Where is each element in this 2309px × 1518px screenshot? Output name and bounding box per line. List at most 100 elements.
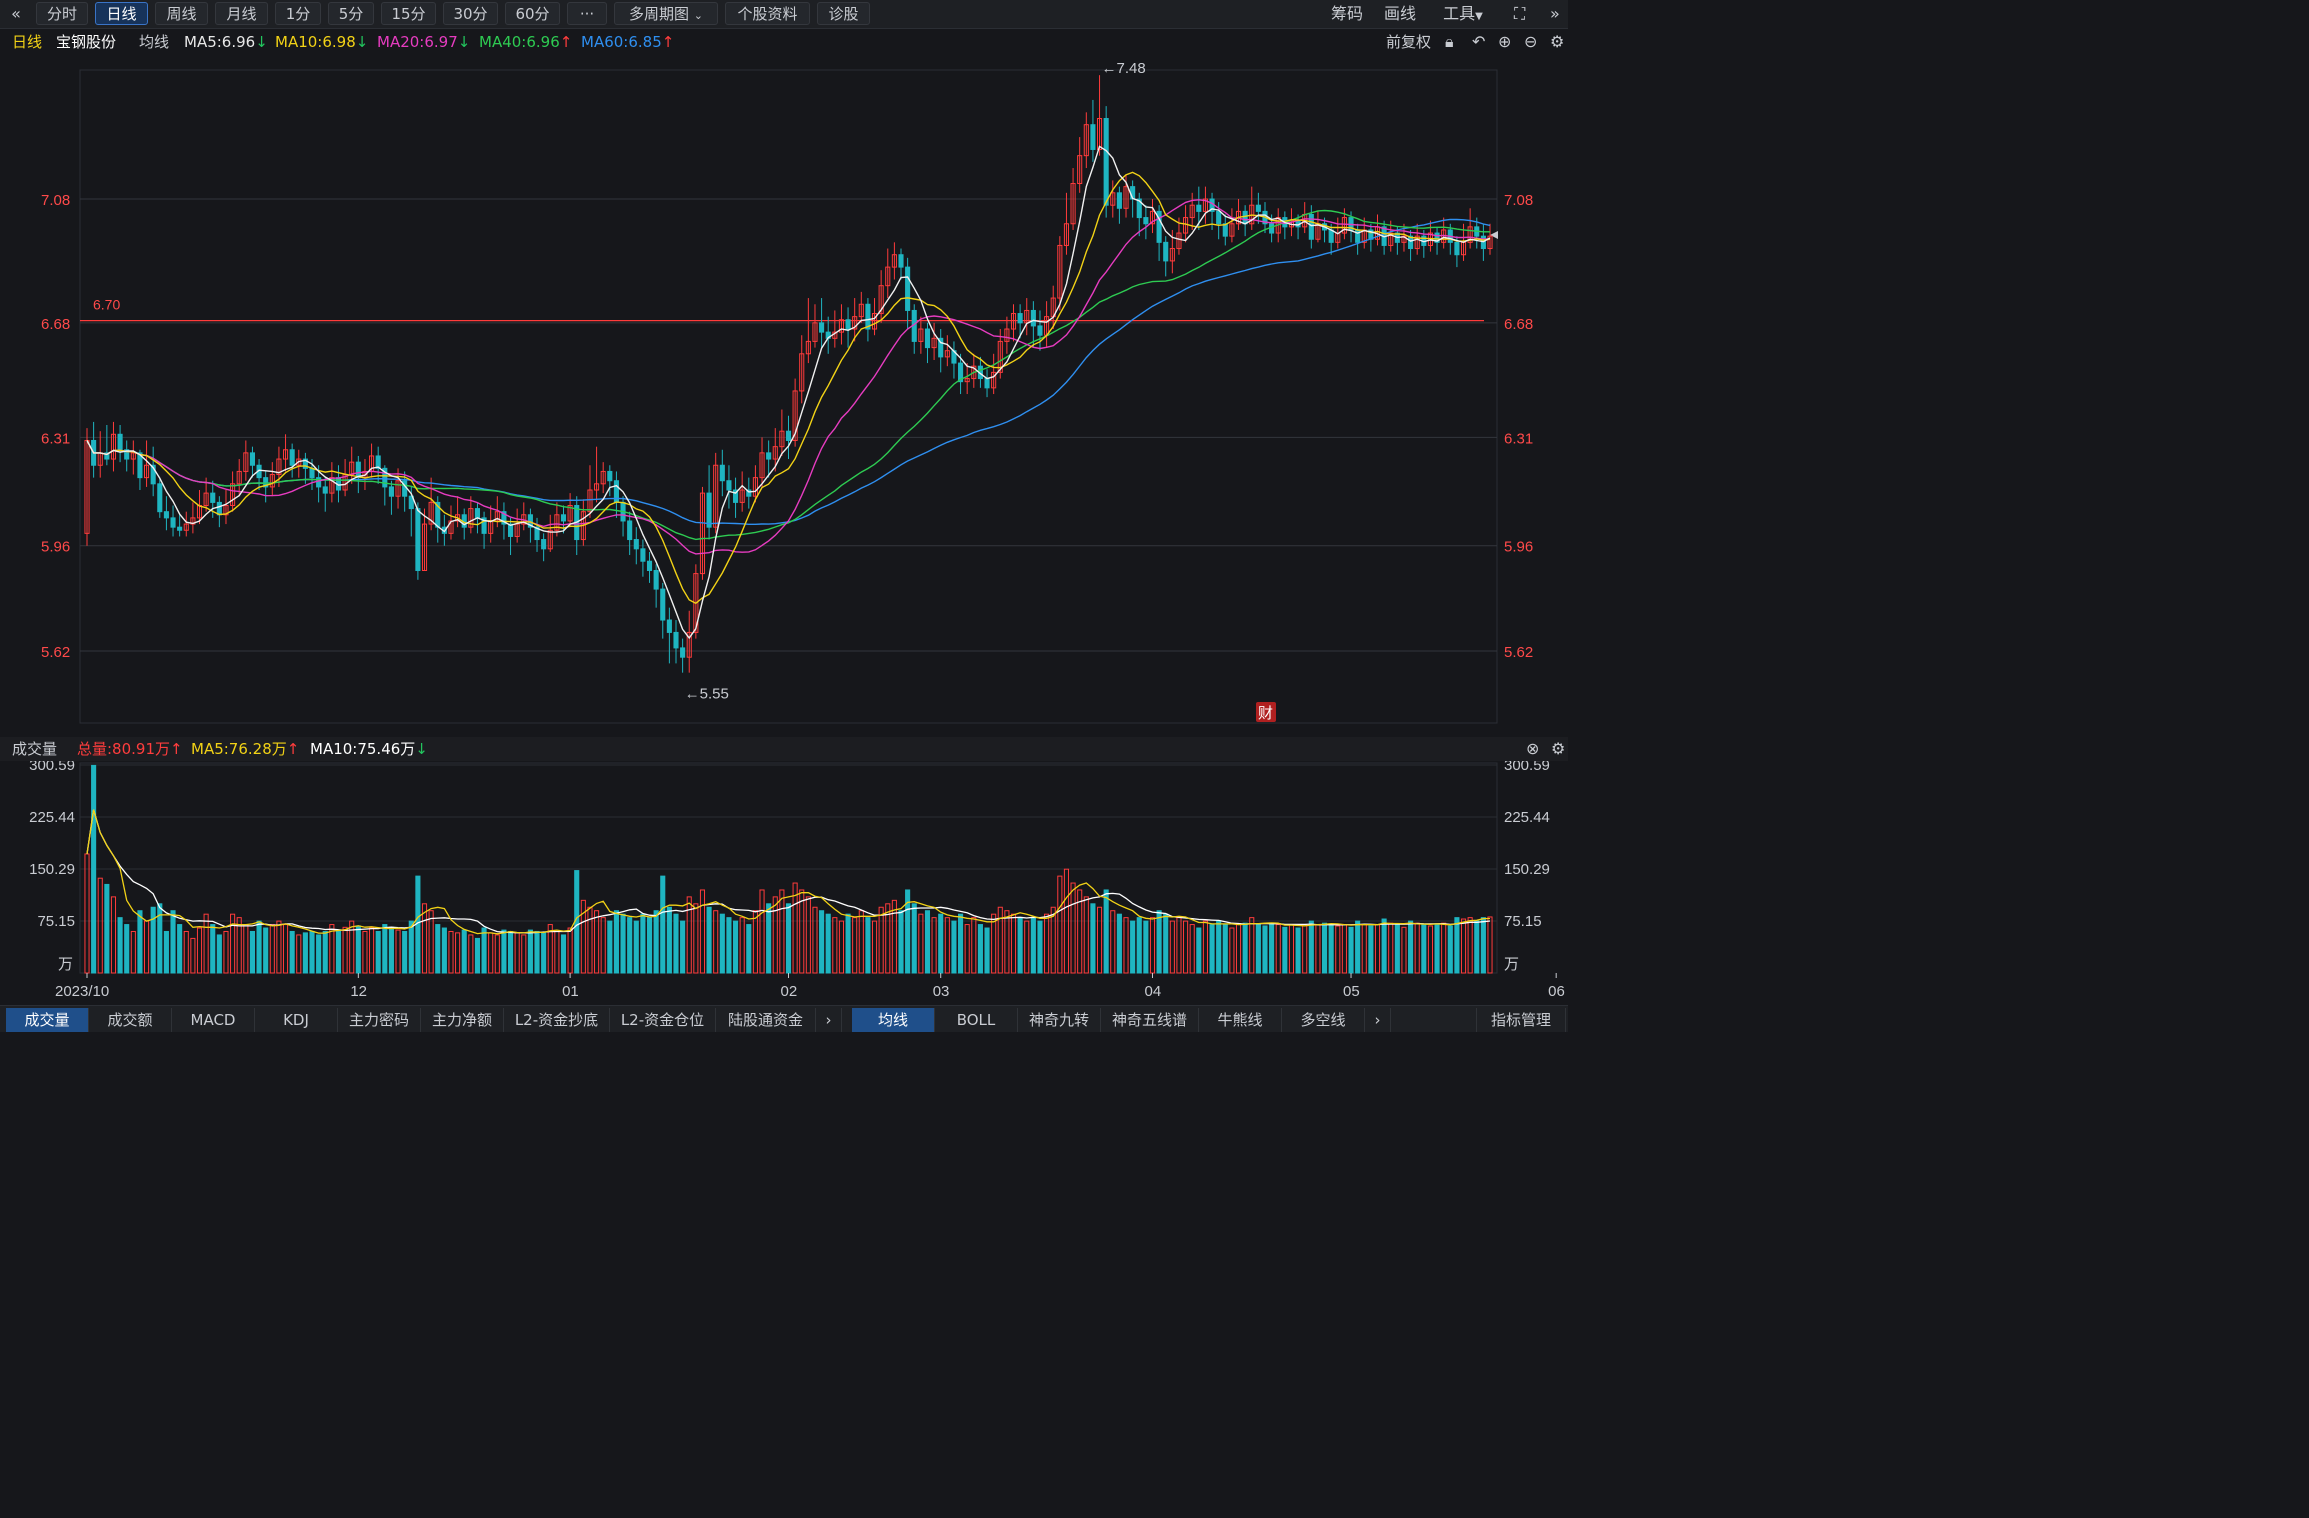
chevron-right-icon[interactable]: › bbox=[816, 1008, 842, 1032]
tools-dropdown[interactable]: 工具▼ bbox=[1434, 3, 1492, 25]
volume-bar-down bbox=[746, 924, 752, 974]
candle-down bbox=[865, 303, 871, 330]
tab-weekly[interactable]: 周线 bbox=[155, 2, 208, 25]
ma60-line bbox=[86, 218, 1491, 525]
stock-profile-button[interactable]: 个股资料 bbox=[725, 2, 810, 25]
ma10-line bbox=[86, 171, 1491, 605]
tab-l2-position[interactable]: L2-资金仓位 bbox=[610, 1008, 716, 1032]
tab-main-net-amount[interactable]: 主力净额 bbox=[421, 1008, 504, 1032]
settings-gear-icon[interactable]: ⚙ bbox=[1550, 32, 1565, 51]
tab-main-force-code[interactable]: 主力密码 bbox=[338, 1008, 421, 1032]
candle-up bbox=[991, 371, 997, 389]
volume-bar-up bbox=[1235, 924, 1242, 974]
volume-title[interactable]: 成交量 bbox=[12, 740, 58, 758]
candle-up bbox=[594, 483, 600, 491]
tab-kdj[interactable]: KDJ bbox=[255, 1008, 338, 1032]
candle-up bbox=[282, 449, 289, 460]
volume-ma10: MA10:75.46万↓ bbox=[310, 740, 428, 758]
volume-bar-down bbox=[210, 924, 216, 974]
indicator-manage-button[interactable]: 指标管理 bbox=[1476, 1008, 1566, 1032]
more-periods-button[interactable]: ··· bbox=[567, 2, 607, 25]
volume-bar-down bbox=[1255, 924, 1261, 974]
volume-bar-down bbox=[137, 910, 143, 974]
close-icon[interactable]: ⊗ bbox=[1526, 739, 1540, 758]
candle-down bbox=[785, 430, 792, 441]
candle-down bbox=[898, 254, 904, 268]
tab-monthly[interactable]: 月线 bbox=[215, 2, 268, 25]
volume-bar-up bbox=[838, 920, 844, 974]
candle-down bbox=[673, 631, 679, 649]
collapse-icon[interactable]: « bbox=[11, 4, 21, 23]
candle-down bbox=[316, 477, 322, 488]
tab-northbound-funds[interactable]: 陆股通资金 bbox=[716, 1008, 816, 1032]
undo-icon[interactable]: ↶ bbox=[1472, 32, 1486, 51]
restore-rights-label[interactable]: 前复权 bbox=[1386, 33, 1432, 51]
candle-up bbox=[296, 458, 302, 466]
expand-icon[interactable]: » bbox=[1550, 4, 1560, 23]
tab-magic-five-lines[interactable]: 神奇五线谱 bbox=[1101, 1008, 1199, 1032]
tab-fenshi[interactable]: 分时 bbox=[36, 2, 88, 25]
volume-bar-down bbox=[1242, 922, 1248, 974]
kline-chart[interactable]: 6.70 ←7.48 ←5.55 财 7.08 7.08 6.68 6.68 6.31 6.3… bbox=[0, 55, 1568, 1031]
volume-tick-label-left: 225.44 bbox=[29, 809, 75, 826]
tab-ma[interactable]: 均线 bbox=[852, 1008, 935, 1032]
tab-l2-bottom-fishing[interactable]: L2-资金抄底 bbox=[504, 1008, 610, 1032]
volume-bar-up bbox=[885, 903, 891, 974]
volume-bar-down bbox=[1269, 922, 1275, 974]
diagnose-button[interactable]: 诊股 bbox=[817, 2, 870, 25]
candle-down bbox=[633, 539, 639, 550]
candle-down bbox=[1037, 325, 1043, 336]
chevron-right-icon-2[interactable]: › bbox=[1365, 1008, 1391, 1032]
zoom-out-icon[interactable]: ⊖ bbox=[1524, 32, 1538, 51]
price-tick-label-right: 5.62 bbox=[1504, 644, 1533, 661]
tab-1min[interactable]: 1分 bbox=[275, 2, 321, 25]
zoom-in-icon[interactable]: ⊕ bbox=[1498, 32, 1512, 51]
draw-line-button[interactable]: 画线 bbox=[1383, 4, 1416, 23]
volume-bar-up bbox=[269, 924, 275, 974]
ma-title[interactable]: 均线 bbox=[139, 33, 170, 51]
candle-up bbox=[1077, 155, 1083, 185]
volume-bar-up bbox=[686, 896, 692, 974]
tab-5min[interactable]: 5分 bbox=[328, 2, 374, 25]
volume-bar-down bbox=[388, 926, 394, 974]
lock-icon[interactable]: 🔒︎ bbox=[1445, 32, 1454, 51]
candle-down bbox=[177, 526, 183, 531]
candle-up bbox=[931, 337, 937, 349]
price-tick-label-left: 7.08 bbox=[41, 192, 70, 209]
volume-bar-up bbox=[296, 934, 302, 974]
tab-volume[interactable]: 成交量 bbox=[6, 1008, 89, 1032]
tab-turnover[interactable]: 成交额 bbox=[89, 1008, 172, 1032]
tab-15min[interactable]: 15分 bbox=[381, 2, 436, 25]
chips-button[interactable]: 筹码 bbox=[1330, 4, 1363, 23]
tab-magic-nine[interactable]: 神奇九转 bbox=[1018, 1008, 1101, 1032]
tab-60min[interactable]: 60分 bbox=[505, 2, 560, 25]
multi-period-dropdown[interactable]: 多周期图 ⌄ bbox=[614, 2, 718, 25]
tab-daily[interactable]: 日线 bbox=[95, 2, 148, 25]
volume-bar-down bbox=[322, 930, 328, 974]
candle-down bbox=[1196, 204, 1202, 212]
volume-bar-down bbox=[640, 913, 646, 974]
volume-bar-down bbox=[157, 903, 163, 974]
tab-boll[interactable]: BOLL bbox=[935, 1008, 1018, 1032]
candle-down bbox=[1156, 210, 1162, 243]
candle-down bbox=[1136, 198, 1142, 219]
volume-bar-down bbox=[1434, 924, 1440, 974]
candle-down bbox=[613, 480, 619, 503]
candle-up bbox=[421, 523, 428, 572]
volume-bar-up bbox=[580, 899, 586, 974]
tab-bull-bear-line[interactable]: 牛熊线 bbox=[1199, 1008, 1282, 1032]
volume-settings-gear-icon[interactable]: ⚙ bbox=[1551, 739, 1566, 758]
volume-bar-down bbox=[124, 924, 130, 974]
volume-bar-down bbox=[1421, 924, 1427, 974]
volume-bar-down bbox=[1103, 889, 1109, 974]
fullscreen-icon[interactable]: ⛶ bbox=[1514, 4, 1526, 23]
period-label: 日线 bbox=[12, 33, 43, 51]
volume-bar-down bbox=[620, 913, 626, 974]
tab-macd[interactable]: MACD bbox=[172, 1008, 255, 1032]
stock-name[interactable]: 宝钢股份 bbox=[56, 33, 117, 51]
tab-long-short-line[interactable]: 多空线 bbox=[1282, 1008, 1365, 1032]
candle-down bbox=[375, 455, 381, 469]
volume-bar-up bbox=[514, 932, 520, 974]
volume-header: 成交量 总量:80.91万↑ MA5:76.28万↑ MA10:75.46万↓ … bbox=[0, 737, 1568, 761]
tab-30min[interactable]: 30分 bbox=[443, 2, 498, 25]
